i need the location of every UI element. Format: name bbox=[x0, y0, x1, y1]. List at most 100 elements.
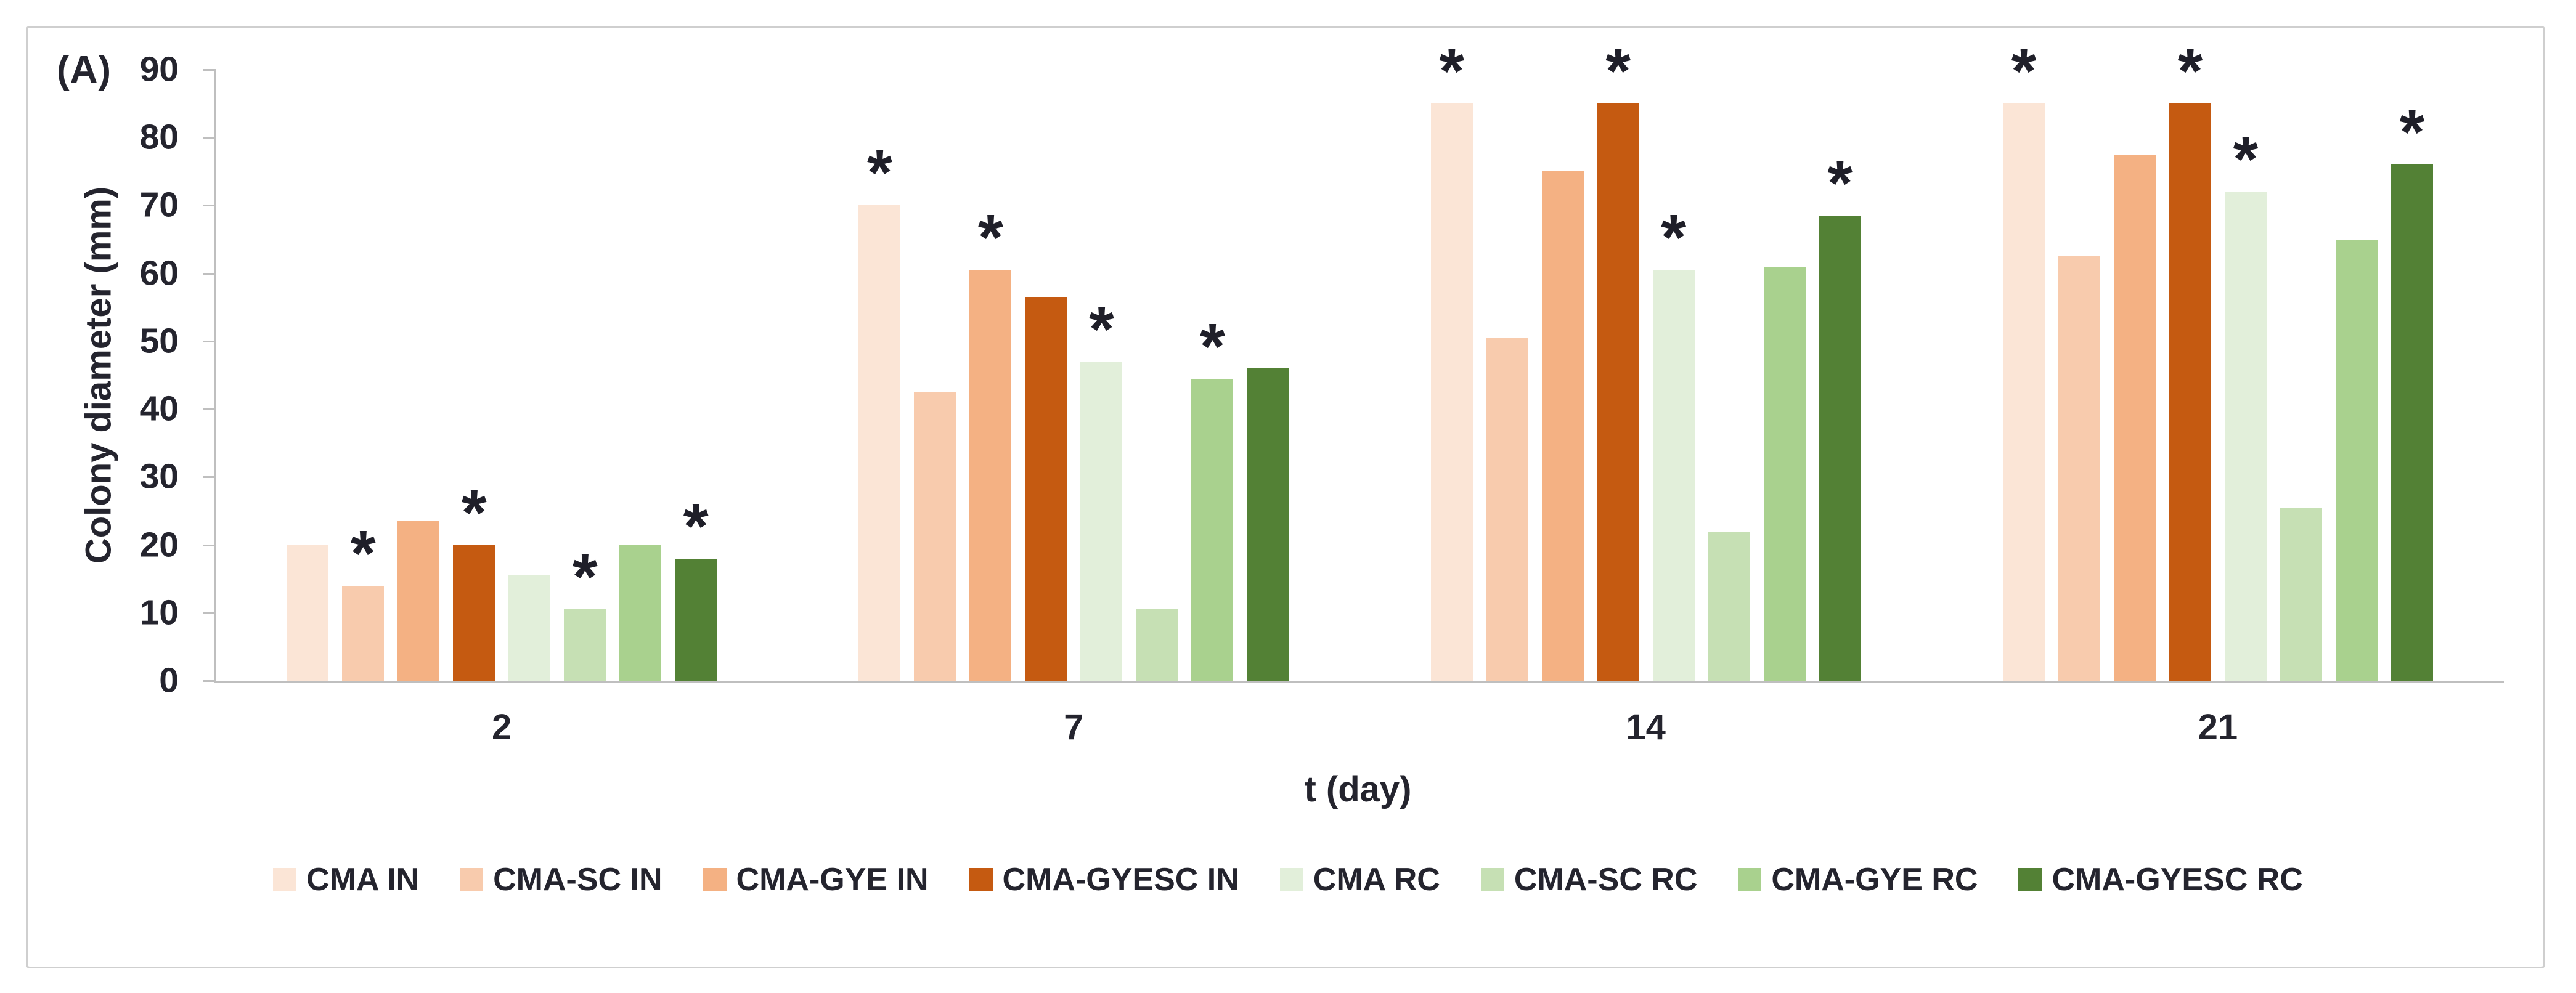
bar-cma-sc-rc-day-21 bbox=[2280, 507, 2322, 681]
legend-label: CMA-SC RC bbox=[1514, 862, 1698, 898]
legend-item: CMA-GYESC IN bbox=[969, 861, 1239, 898]
significance-star: * bbox=[572, 541, 598, 614]
significance-star: * bbox=[1827, 147, 1853, 219]
bar-cma-sc-in-day-21 bbox=[2058, 256, 2100, 681]
y-tick-mark bbox=[203, 544, 216, 546]
y-tick-mark bbox=[203, 476, 216, 479]
legend-item: CMA-GYESC RC bbox=[2018, 861, 2303, 898]
category-label: 21 bbox=[2198, 707, 2238, 747]
bar-cma-sc-in-day-14 bbox=[1486, 338, 1528, 681]
legend-swatch-icon bbox=[2018, 868, 2042, 891]
y-tick-label: 60 bbox=[139, 253, 179, 293]
bar-cma-gyesc-rc-day-21: * bbox=[2391, 100, 2433, 681]
y-tick-mark bbox=[203, 272, 216, 275]
significance-star: * bbox=[2011, 35, 2037, 108]
y-tick-label: 70 bbox=[139, 185, 179, 225]
bar-cma-gye-in-day-21 bbox=[2113, 154, 2156, 681]
y-tick-mark bbox=[203, 408, 216, 411]
bar-cma-sc-in-day-7 bbox=[914, 392, 956, 681]
legend-item: CMA RC bbox=[1279, 861, 1440, 898]
bar-cma-sc-rc-day-7 bbox=[1136, 609, 1178, 681]
bar-cma-gye-rc-day-7: * bbox=[1191, 314, 1234, 681]
bar-cma-gyesc-rc-day-2: * bbox=[675, 494, 717, 681]
bar-cma-gye-rc-day-14 bbox=[1763, 266, 1806, 681]
legend-label: CMA-GYE IN bbox=[736, 862, 929, 898]
legend-label: CMA-SC IN bbox=[493, 862, 662, 898]
legend-item: CMA-SC IN bbox=[460, 861, 662, 898]
bar-cma-in-day-7: * bbox=[858, 140, 901, 681]
bar-cma-in-day-14: * bbox=[1430, 39, 1473, 681]
legend-swatch-icon bbox=[1279, 868, 1303, 891]
bar-cma-sc-in-day-2: * bbox=[342, 521, 385, 681]
category-label: 2 bbox=[491, 707, 512, 747]
y-tick-label: 10 bbox=[139, 593, 179, 633]
legend-swatch-icon bbox=[969, 868, 993, 891]
category-label: 14 bbox=[1626, 707, 1666, 747]
bar-cma-rc-day-7: * bbox=[1080, 297, 1123, 681]
bar-cma-gye-in-day-2 bbox=[397, 521, 440, 681]
bar-cma-gye-rc-day-21 bbox=[2335, 239, 2378, 681]
significance-star: * bbox=[866, 137, 892, 209]
y-tick-label: 40 bbox=[139, 389, 179, 429]
bar-cma-rc-day-21: * bbox=[2224, 127, 2267, 681]
bar-group-day-21: * * * * 21 bbox=[1932, 39, 2504, 747]
significance-star: * bbox=[350, 517, 376, 590]
significance-star: * bbox=[1199, 310, 1225, 383]
legend-swatch-icon bbox=[1480, 868, 1504, 891]
bar-cma-gyesc-in-day-14: * bbox=[1597, 39, 1639, 681]
legend-swatch-icon bbox=[1738, 868, 1762, 891]
significance-star: * bbox=[1439, 35, 1465, 108]
legend: CMA IN CMA-SC IN CMA-GYE IN CMA-GYESC IN CMA… bbox=[37, 861, 2539, 898]
legend-swatch-icon bbox=[460, 868, 484, 891]
legend-item: CMA IN bbox=[273, 861, 419, 898]
bar-group-day-7: * * * * 7 bbox=[788, 70, 1359, 747]
y-tick-mark bbox=[203, 137, 216, 139]
significance-star: * bbox=[461, 476, 487, 549]
bar-cma-rc-day-14: * bbox=[1652, 205, 1695, 681]
y-tick-mark bbox=[203, 340, 216, 342]
legend-item: CMA-SC RC bbox=[1480, 861, 1698, 898]
y-tick-label: 0 bbox=[159, 660, 179, 700]
legend-label: CMA-GYESC RC bbox=[2052, 862, 2303, 898]
legend-swatch-icon bbox=[703, 868, 727, 891]
significance-star: * bbox=[683, 490, 709, 562]
figure-label: (A) bbox=[57, 49, 112, 91]
y-tick-label: 80 bbox=[139, 117, 179, 157]
bar-cma-in-day-2 bbox=[287, 545, 329, 681]
bar-cma-gye-in-day-7: * bbox=[969, 205, 1012, 681]
y-tick-mark bbox=[203, 69, 216, 71]
y-tick-label: 90 bbox=[139, 49, 179, 89]
bar-cma-rc-day-2 bbox=[508, 575, 551, 681]
significance-star: * bbox=[977, 201, 1003, 274]
y-tick-label: 20 bbox=[139, 525, 179, 565]
bar-cma-in-day-21: * bbox=[2002, 39, 2045, 681]
y-tick-label: 50 bbox=[139, 321, 179, 361]
legend-swatch-icon bbox=[273, 868, 297, 891]
y-tick-mark bbox=[203, 612, 216, 614]
significance-star: * bbox=[1661, 201, 1687, 274]
bar-cma-gyesc-in-day-21: * bbox=[2169, 39, 2211, 681]
bar-cma-gyesc-rc-day-14: * bbox=[1819, 151, 1861, 681]
y-axis-title: Colony diameter (mm) bbox=[78, 186, 119, 564]
legend-label: CMA IN bbox=[306, 862, 420, 898]
bar-group-day-2: * * * * 2 bbox=[216, 70, 788, 747]
bar-cma-gyesc-in-day-2: * bbox=[453, 480, 495, 681]
bar-cma-gye-rc-day-2 bbox=[619, 545, 662, 681]
bar-cma-sc-rc-day-14 bbox=[1708, 531, 1750, 681]
bar-cma-gyesc-rc-day-7 bbox=[1247, 368, 1289, 681]
significance-star: * bbox=[1605, 35, 1631, 108]
legend-item: CMA-GYE RC bbox=[1738, 861, 1978, 898]
significance-star: * bbox=[2177, 35, 2203, 108]
significance-star: * bbox=[2233, 123, 2259, 196]
bar-cma-sc-rc-day-2: * bbox=[564, 545, 606, 681]
y-tick-mark bbox=[203, 680, 216, 682]
significance-star: * bbox=[2399, 96, 2425, 169]
category-label: 7 bbox=[1064, 707, 1084, 747]
legend-label: CMA RC bbox=[1313, 862, 1440, 898]
significance-star: * bbox=[1088, 293, 1114, 365]
x-axis-title: t (day) bbox=[1304, 769, 1412, 809]
legend-item: CMA-GYE IN bbox=[703, 861, 929, 898]
legend-label: CMA-GYE RC bbox=[1771, 862, 1978, 898]
bar-cma-gyesc-in-day-7 bbox=[1025, 297, 1067, 681]
y-tick-label: 30 bbox=[139, 456, 179, 496]
